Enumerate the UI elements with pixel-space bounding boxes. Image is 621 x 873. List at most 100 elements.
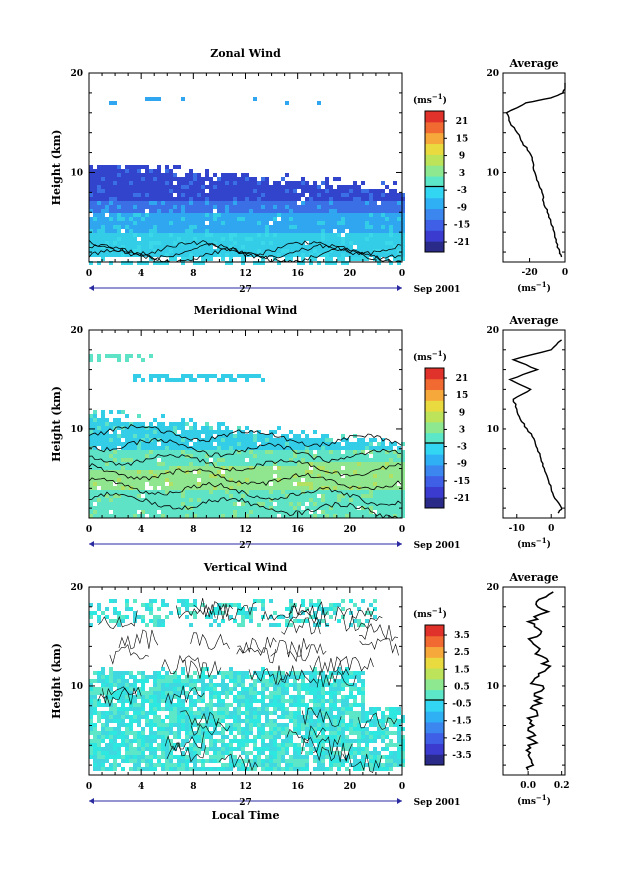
field-cell bbox=[377, 478, 381, 482]
field-cell bbox=[161, 751, 165, 755]
field-cell bbox=[117, 671, 121, 675]
field-cell bbox=[161, 502, 165, 506]
field-cell bbox=[257, 458, 261, 462]
field-cell bbox=[141, 615, 145, 619]
field-cell bbox=[189, 189, 193, 193]
field-cell bbox=[265, 249, 269, 253]
field-cell bbox=[141, 671, 145, 675]
field-cell bbox=[221, 474, 225, 478]
field-cell bbox=[385, 249, 389, 253]
field-cell bbox=[361, 241, 365, 245]
field-cell bbox=[157, 241, 161, 245]
field-cell bbox=[349, 450, 353, 454]
field-cell bbox=[125, 177, 129, 181]
field-cell bbox=[289, 233, 293, 237]
field-cell bbox=[149, 599, 153, 603]
field-cell bbox=[101, 177, 105, 181]
field-cell bbox=[221, 514, 225, 518]
field-cell bbox=[177, 233, 181, 237]
field-cell bbox=[261, 205, 265, 209]
field-cell bbox=[285, 759, 289, 763]
field-cell bbox=[101, 498, 105, 502]
field-cell bbox=[217, 245, 221, 249]
field-cell bbox=[177, 695, 181, 699]
contour-line bbox=[88, 423, 402, 448]
field-cell bbox=[337, 209, 341, 213]
field-cell bbox=[341, 462, 345, 466]
field-cell bbox=[149, 205, 153, 209]
field-cell bbox=[185, 257, 189, 261]
field-cell bbox=[225, 374, 229, 378]
field-cell bbox=[141, 478, 145, 482]
field-cell bbox=[349, 205, 353, 209]
field-cell bbox=[365, 462, 369, 466]
field-cell bbox=[237, 683, 241, 687]
field-cell bbox=[285, 189, 289, 193]
field-cell bbox=[281, 486, 285, 490]
field-cell bbox=[121, 197, 125, 201]
field-cell bbox=[293, 462, 297, 466]
field-cell bbox=[201, 498, 205, 502]
field-cell bbox=[221, 494, 225, 498]
field-cell bbox=[389, 245, 393, 249]
field-cell bbox=[197, 699, 201, 703]
field-cell bbox=[97, 502, 101, 506]
field-cell bbox=[357, 217, 361, 221]
field-cell bbox=[309, 229, 313, 233]
field-cell bbox=[321, 474, 325, 478]
field-cell bbox=[185, 498, 189, 502]
field-cell bbox=[165, 253, 169, 257]
field-cell bbox=[137, 173, 141, 177]
field-cell bbox=[277, 679, 281, 683]
field-cell bbox=[201, 723, 205, 727]
field-cell bbox=[97, 430, 101, 434]
field-cell bbox=[89, 498, 93, 502]
field-cell bbox=[389, 241, 393, 245]
field-cell bbox=[373, 454, 377, 458]
field-cell bbox=[241, 446, 245, 450]
field-cell bbox=[169, 763, 173, 767]
field-cell bbox=[153, 599, 157, 603]
field-cell bbox=[353, 470, 357, 474]
field-cell bbox=[149, 426, 153, 430]
field-cell bbox=[173, 454, 177, 458]
field-cell bbox=[197, 374, 201, 378]
field-cell bbox=[277, 474, 281, 478]
field-cell bbox=[169, 691, 173, 695]
field-cell bbox=[353, 201, 357, 205]
field-cell bbox=[381, 249, 385, 253]
field-cell bbox=[129, 229, 133, 233]
field-cell bbox=[381, 458, 385, 462]
field-cell bbox=[233, 675, 237, 679]
field-cell bbox=[353, 482, 357, 486]
field-cell bbox=[373, 498, 377, 502]
field-cell bbox=[141, 743, 145, 747]
field-cell bbox=[337, 193, 341, 197]
field-cell bbox=[253, 237, 257, 241]
field-cell bbox=[173, 723, 177, 727]
field-cell bbox=[169, 755, 173, 759]
field-cell bbox=[253, 711, 257, 715]
field-cell bbox=[225, 430, 229, 434]
field-cell bbox=[277, 751, 281, 755]
field-cell bbox=[257, 201, 261, 205]
field-cell bbox=[141, 221, 145, 225]
field-cell bbox=[241, 181, 245, 185]
field-cell bbox=[209, 695, 213, 699]
field-cell bbox=[261, 603, 265, 607]
field-cell bbox=[165, 446, 169, 450]
field-cell bbox=[221, 458, 225, 462]
field-cell bbox=[377, 506, 381, 510]
field-cell bbox=[213, 466, 217, 470]
field-cell bbox=[209, 510, 213, 514]
field-cell bbox=[397, 249, 401, 253]
field-cell bbox=[369, 474, 373, 478]
field-cell bbox=[281, 699, 285, 703]
field-cell bbox=[261, 502, 265, 506]
field-cell bbox=[257, 213, 261, 217]
field-cell bbox=[189, 197, 193, 201]
field-cell bbox=[169, 229, 173, 233]
field-cell bbox=[241, 506, 245, 510]
field-cell bbox=[169, 442, 173, 446]
field-cell bbox=[245, 213, 249, 217]
